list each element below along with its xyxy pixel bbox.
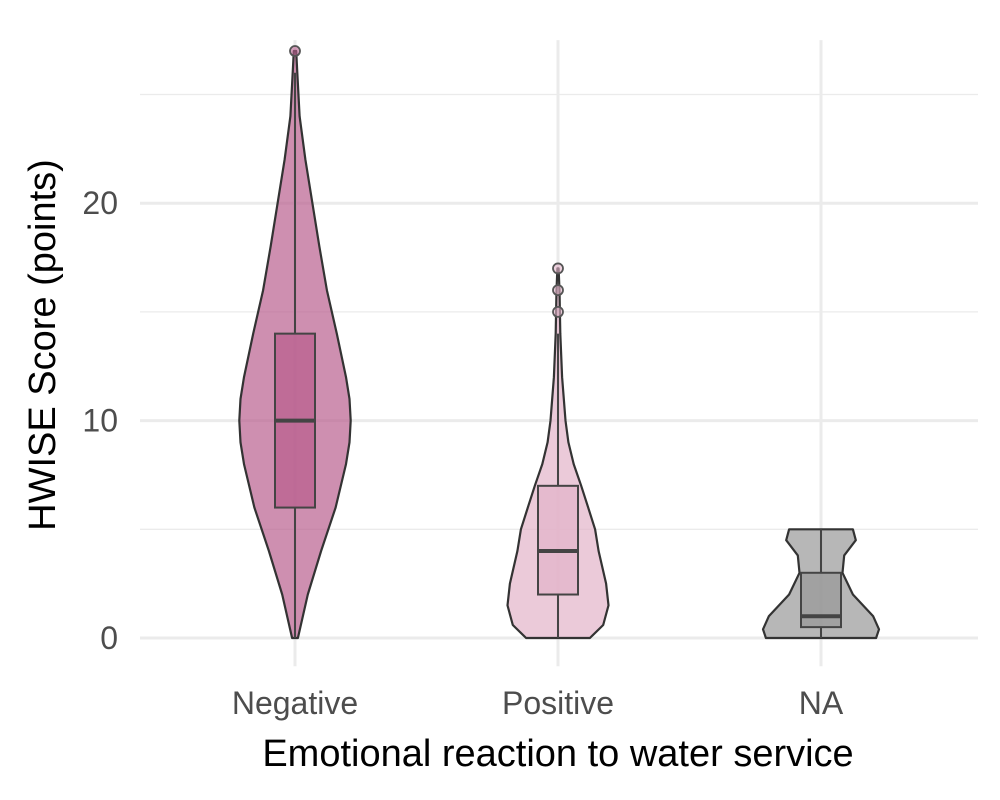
y-tick-label: 10 <box>82 403 118 439</box>
y-tick-labels: 0 10 20 <box>82 185 118 656</box>
x-tick-label: Negative <box>232 685 358 721</box>
box-na <box>800 571 842 629</box>
outlier-point <box>552 262 564 275</box>
y-tick-label: 20 <box>82 185 118 221</box>
y-axis-title: HWISE Score (points) <box>22 159 64 531</box>
outlier-point <box>552 284 564 297</box>
box-positive <box>537 484 579 596</box>
x-tick-labels: Negative Positive NA <box>232 685 844 721</box>
violins-layer <box>238 45 881 640</box>
x-tick-label: Positive <box>502 685 614 721</box>
y-tick-label: 0 <box>100 620 118 656</box>
x-axis-title: Emotional reaction to water service <box>262 733 853 775</box>
outlier-point <box>289 45 301 57</box>
x-tick-label: NA <box>799 685 844 721</box>
outlier-point <box>552 305 564 318</box>
